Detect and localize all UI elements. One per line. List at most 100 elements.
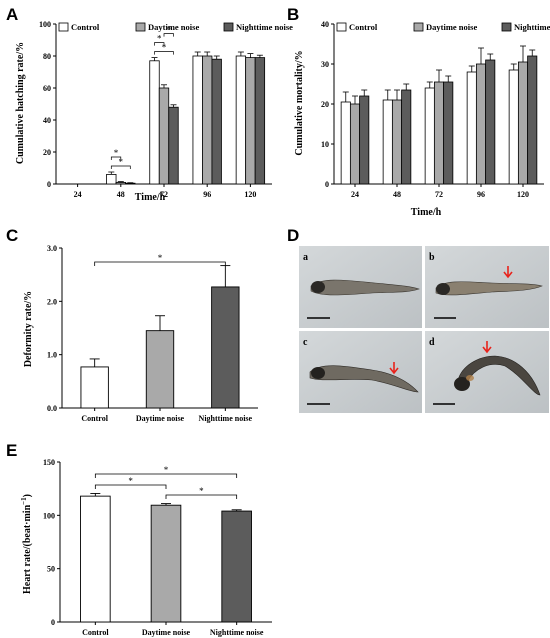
bracket-line — [165, 494, 238, 499]
chart-e-heart-rate: 0 50 100 150 Control Daytime noise Nighttime n… — [43, 458, 272, 637]
chart-a-legend: Control Daytime noise Nighttime noise — [58, 22, 293, 32]
bar-nighttime — [221, 510, 252, 623]
y-tick-label: 1.0 — [47, 351, 57, 360]
legend-label-control: Control — [71, 22, 100, 32]
larva-b-body — [435, 281, 543, 296]
larva-b-eye — [436, 283, 450, 295]
legend-swatch-daytime — [413, 22, 424, 32]
bar-control-48 — [382, 99, 393, 185]
chart-c-deformity: 0.0 1.0 2.0 3.0 Control Daytime noise Nighttim… — [47, 244, 258, 423]
bracket-line — [94, 473, 238, 478]
y-tick-label: 0 — [51, 618, 55, 627]
bar-control-120 — [508, 69, 519, 185]
x-tick-label: 120 — [244, 190, 256, 199]
larva-d-body — [457, 355, 541, 396]
bar-nighttime-96 — [485, 59, 496, 185]
bar-nighttime-96 — [211, 58, 222, 185]
y-tick-label: 60 — [43, 84, 51, 93]
legend-label-nighttime: Nighttime noise — [514, 22, 550, 32]
bar-control-72 — [149, 60, 160, 185]
significance-star: * — [119, 157, 124, 167]
chart-a-xlabel: Time/h — [135, 192, 166, 203]
bar-control-72 — [424, 87, 435, 185]
panel-letter-c: C — [6, 226, 18, 245]
chart-c-ylabel: Deformity rate/% — [23, 291, 34, 367]
bar-nighttime-120 — [527, 55, 538, 185]
significance-bracket: * — [110, 148, 122, 160]
legend-label-daytime: Daytime noise — [148, 22, 199, 32]
bar-daytime — [145, 330, 175, 409]
bar-daytime-48 — [391, 99, 403, 185]
photo-b-letter: b — [429, 252, 435, 263]
photo-a-normal-larva: a — [299, 246, 422, 328]
y-tick-label: 10 — [321, 140, 329, 149]
y-tick-label: 100 — [39, 20, 51, 29]
significance-star: * — [114, 148, 119, 158]
arrow-icon-d — [482, 341, 492, 354]
significance-bracket: * — [110, 157, 131, 169]
y-tick-label: 20 — [43, 148, 51, 157]
chart-b-legend: Control Daytime noise Nighttime noise — [336, 22, 550, 32]
legend-swatch-nighttime — [501, 22, 512, 32]
larva-d-yolk — [466, 375, 474, 381]
significance-bracket: * — [154, 43, 174, 55]
significance-star: * — [199, 486, 204, 496]
chart-a-ylabel: Cumulative hatching rate/% — [15, 42, 26, 164]
bar-control — [80, 495, 111, 623]
legend-label-control: Control — [349, 22, 378, 32]
bar-control-96 — [192, 55, 203, 185]
bar-nighttime-72 — [168, 106, 179, 185]
bracket-line — [154, 42, 165, 46]
significance-star: * — [164, 465, 169, 475]
larva-d-eye — [454, 377, 470, 391]
x-tick-label: 72 — [435, 190, 443, 199]
x-tick-label: Nighttime noise — [210, 628, 264, 637]
bar-control-120 — [235, 55, 247, 185]
y-tick-label: 30 — [321, 60, 329, 69]
panel-letter-d: D — [287, 226, 299, 245]
significance-bracket: * — [165, 486, 238, 499]
x-tick-label: 96 — [203, 190, 211, 199]
chart-e-ylabel-end: ) — [22, 494, 33, 497]
bar-daytime-24 — [349, 103, 361, 185]
x-tick-label: 96 — [477, 190, 485, 199]
x-tick-label: 48 — [393, 190, 401, 199]
bar-nighttime-120 — [254, 57, 266, 185]
y-tick-label: 20 — [321, 100, 329, 109]
panel-letter-e: E — [6, 441, 17, 460]
panel-d-larva-photos: a b c d — [299, 245, 549, 413]
legend-label-nighttime: Nighttime noise — [236, 22, 293, 32]
x-tick-label: Daytime noise — [136, 414, 185, 423]
chart-e-ylabel: Heart rate/(beat·min−1) — [20, 494, 33, 594]
x-tick-label: Control — [82, 628, 109, 637]
bar-daytime — [150, 504, 182, 623]
chart-b-mortality: 0 10 20 30 40 24 48 72 96 120 Control Daytime noise… — [321, 20, 550, 199]
bar-control-96 — [466, 71, 477, 185]
significance-bracket: * — [94, 465, 238, 478]
bar-daytime-72 — [433, 81, 445, 185]
bar-nighttime-24 — [359, 95, 370, 185]
bar-nighttime-48 — [125, 182, 136, 185]
x-tick-label: 48 — [117, 190, 125, 199]
bracket-line — [94, 261, 226, 266]
photo-c-spinal-curvature: c — [299, 331, 422, 413]
y-tick-label: 0.0 — [47, 404, 57, 413]
photo-b-tail-defect: b — [425, 246, 549, 328]
bar-control-24 — [340, 101, 351, 185]
photo-a-letter: a — [303, 252, 308, 263]
bar-nighttime-48 — [401, 89, 412, 185]
photo-d-severe-bend: d — [425, 331, 549, 413]
chart-b-ylabel: Cumulative mortality/% — [294, 50, 305, 155]
significance-bracket: * — [94, 253, 226, 266]
bar-control-48 — [106, 173, 117, 185]
bar-daytime-72 — [158, 87, 170, 185]
bar-nighttime-72 — [443, 81, 454, 185]
y-tick-label: 3.0 — [47, 244, 57, 253]
chart-e-ylabel-main: Heart rate/(beat·min — [22, 504, 33, 594]
legend-label-daytime: Daytime noise — [426, 22, 477, 32]
bracket-line — [94, 484, 167, 489]
x-tick-label: 72 — [160, 190, 168, 199]
y-tick-label: 150 — [43, 458, 55, 467]
chart-a-hatching-rate: 0 20 40 60 80 100 24 48 72 96 120 Control Daytime no… — [39, 20, 293, 199]
significance-bracket: * — [163, 25, 174, 37]
